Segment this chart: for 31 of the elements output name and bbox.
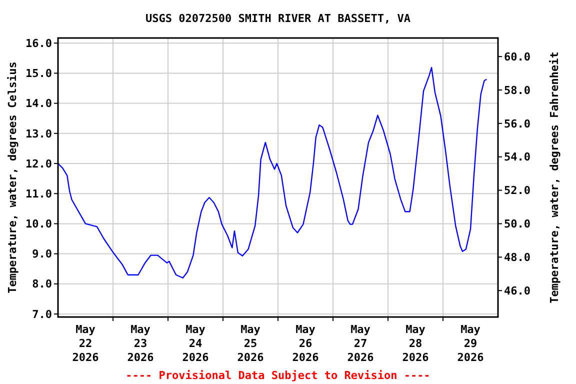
- chart-title: USGS 02072500 SMITH RIVER AT BASSETT, VA: [146, 12, 411, 25]
- x-tick-label: May 24 2026: [182, 323, 210, 364]
- y2-tick-label: 48.0: [504, 251, 530, 264]
- x-tick-label: May 29 2026: [457, 323, 484, 364]
- y2-tick-label: 54.0: [504, 150, 530, 164]
- x-tick-label: May 23 2026: [127, 323, 154, 364]
- y-tick-label: 15.0: [26, 67, 52, 80]
- y-tick-label: 12.0: [26, 157, 52, 170]
- y-tick-label: 9.0: [32, 248, 52, 261]
- y2-tick-label: 46.0: [504, 284, 530, 298]
- x-tick-label: May 25 2026: [237, 323, 264, 364]
- line-series: [58, 66, 488, 278]
- y-axis-title: Temperature, water, degrees Celsius: [6, 62, 19, 294]
- y-tick-label: 10.0: [26, 218, 52, 231]
- y-tick-label: 13.0: [26, 127, 52, 140]
- x-tick-label: May 22 2026: [72, 323, 100, 364]
- y2-tick-label: 58.0: [504, 84, 530, 97]
- y-tick-label: 16.0: [26, 36, 52, 50]
- y-tick-label: 7.0: [32, 308, 52, 321]
- x-tick-label: May 27 2026: [347, 323, 374, 364]
- y-tick-label: 11.0: [26, 187, 52, 200]
- y2-tick-label: 56.0: [504, 117, 530, 130]
- x-tick-label: May 28 2026: [402, 323, 430, 364]
- text: ---- Provisional Data Subject to Revision ----: [126, 369, 430, 382]
- y2-tick-label: 60.0: [504, 50, 530, 64]
- y-tick-label: 14.0: [26, 97, 52, 110]
- y2-tick-label: 52.0: [504, 184, 530, 198]
- y-tick-label: 8.0: [32, 278, 52, 291]
- y2-axis-title: Temperature, water, degrees Fahrenheit: [548, 52, 561, 304]
- y2-tick-label: 50.0: [504, 218, 530, 231]
- x-tick-label: May 26 2026: [292, 323, 320, 364]
